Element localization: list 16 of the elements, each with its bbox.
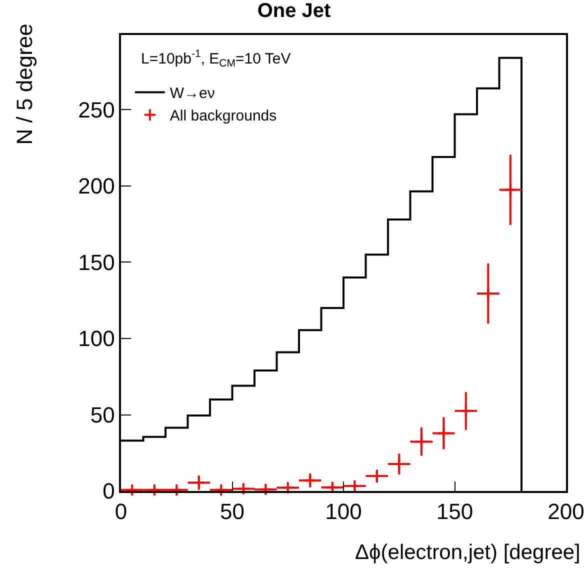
chart-title: One Jet	[257, 0, 332, 22]
y-tick-label: 250	[78, 97, 115, 122]
x-tick-label: 150	[436, 499, 474, 524]
y-tick-label: 200	[78, 174, 115, 199]
y-tick-label: 50	[90, 402, 115, 428]
annotation: L=10pb$^{-1}$, E$_{CM}$=10 TeV	[141, 48, 291, 70]
x-axis-title: Δϕ(electron,jet) [degree]	[355, 541, 580, 564]
y-tick-label: 0	[102, 478, 115, 504]
x-tick-label: 100	[325, 499, 362, 524]
y-tick-label: 100	[78, 326, 115, 352]
y-tick-label: 150	[78, 250, 115, 275]
x-tick-label: 50	[220, 499, 244, 524]
y-axis-title: N / 5 degree	[12, 24, 38, 145]
legend-label: W→eν	[170, 85, 215, 102]
legend-label: All backgrounds	[170, 108, 277, 125]
x-tick-label: 200	[548, 499, 584, 524]
